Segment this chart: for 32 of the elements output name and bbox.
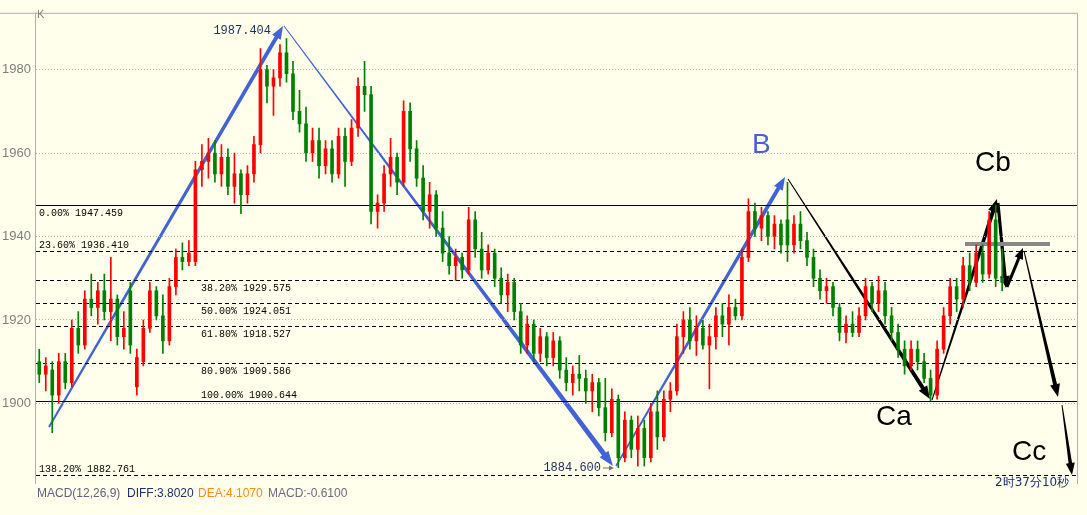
ref-line-label: 80.90% 1909.586 [201,365,292,377]
ref-line-label: 100.00% 1900.644 [201,389,298,401]
candlestick [122,311,126,350]
annotation: 1987.404 [213,24,271,39]
y-tick-label: 1980 [2,61,31,77]
y-tick-label: 1940 [2,228,31,244]
ref-line-label: 38.20% 1929.575 [201,282,292,294]
ref-line-label: 50.00% 1924.051 [201,305,292,317]
ref-line-label: 23.60% 1936.410 [39,239,130,251]
annotation: B [752,127,771,159]
text: DEA:4.1070 [198,486,264,501]
candlestick [108,257,113,342]
candlestick [590,373,595,413]
candlestick [577,355,582,392]
candlestick [1000,248,1005,292]
annotation: Cb [975,145,1011,177]
ref-line-label: 0.00% 1947.459 [39,207,124,219]
y-tick-label: 1900 [2,395,31,411]
annotation: K [37,8,45,21]
text: MACD(12,26,9) [37,486,121,501]
y-tick-label: 1920 [2,311,31,327]
ref-line-label: 138.20% 1882.761 [39,463,136,475]
ref-line-label: 61.80% 1918.527 [201,328,292,340]
candlestick [200,144,204,187]
candlestick [89,273,94,317]
annotation: Cc [1012,434,1047,466]
text: MACD:-0.6100 [268,486,348,501]
text: DIFF:3.8020 [127,486,195,501]
annotation: Ca [876,399,913,431]
y-tick-label: 1960 [2,144,31,160]
annotation: 1884.600 [543,461,601,476]
annotation: 2时37分10秒 [995,475,1070,490]
